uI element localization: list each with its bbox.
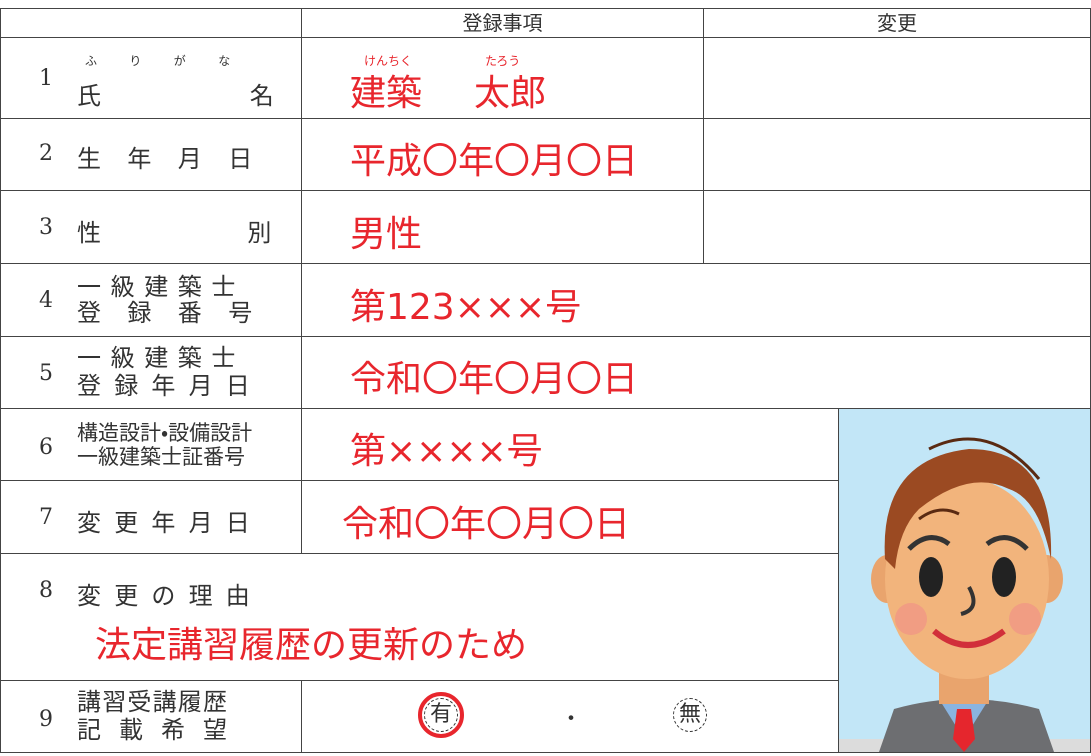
label-cell: 9 講習受講履歴 記載希望 [0,680,302,753]
label: 性別 [77,219,418,247]
value-cell: けんちく たろう 建築 太郎 [301,37,704,119]
label-line: 記載希望 [77,716,245,744]
row-number: 5 [39,361,53,386]
option: 無 [673,698,707,732]
furigana: ふりがな [85,54,263,68]
value-ruby: けんちく [364,54,413,68]
value-cell: 第123×××号 [301,263,1091,337]
row-number: 9 [39,707,53,732]
header-change: 変更 [703,8,1091,38]
label: 氏名 [77,82,423,110]
value-cell: 男性 [301,190,704,264]
value: 男性 [350,214,423,255]
value: 令和〇年〇月〇日 [350,359,639,400]
value: 建築 [350,73,423,114]
label-line: 一級建築士 [77,344,245,372]
value: 太郎 [474,73,547,114]
label-cell: 2 生年月日 [0,118,302,191]
label-line: 講習受講履歴 [77,688,229,716]
photo-frame [838,408,1091,753]
change-cell [703,190,1091,264]
value: 平成〇年〇月〇日 [350,141,639,182]
label-line: 登録年月日 [77,372,263,400]
label-line: 登録番号 [77,299,279,327]
row-number: 4 [39,288,53,313]
label: 変更の理由 [77,582,263,610]
label-cell: 7 変更年月日 [0,480,302,554]
label: 生年月日 [77,145,279,173]
options-cell: 有 ・ 無 [301,680,839,753]
value-cell: 第××××号 [301,408,839,481]
label-cell: 4 一級建築士 登録番号 [0,263,302,337]
header-blank [0,8,302,38]
row-number: 1 [39,66,53,91]
label: 変更年月日 [77,509,263,537]
separator: ・ [560,707,583,732]
value-cell: 令和〇年〇月〇日 [301,480,839,554]
value-cell: 令和〇年〇月〇日 [301,336,1091,409]
row-number: 8 [39,578,53,603]
label-cell: 3 性別 [0,190,302,264]
row-number: 3 [39,215,53,240]
label-line: 一級建築士 [77,273,245,301]
option: 有 [424,698,458,732]
label-cell: 5 一級建築士 登録年月日 [0,336,302,409]
value: 法定講習履歴の更新のため [95,625,528,666]
change-cell [703,37,1091,119]
header-registered: 登録事項 [301,8,704,38]
reason-cell: 8 変更の理由 法定講習履歴の更新のため [0,553,839,681]
change-cell [703,118,1091,191]
label-line: 一級建築士証番号 [77,445,245,469]
value: 令和〇年〇月〇日 [342,504,631,545]
label-cell: 6 構造設計・設備設計 一級建築士証番号 [0,408,302,481]
value-ruby: たろう [485,54,521,68]
photo [839,409,1090,752]
row-number: 6 [39,435,53,460]
value: 第123×××号 [350,287,582,328]
label-cell: 1 ふりがな 氏名 [0,37,302,119]
value-cell: 平成〇年〇月〇日 [301,118,704,191]
selected-ring [418,692,464,738]
label-line: 構造設計・設備設計 [77,421,253,445]
row-number: 2 [39,141,53,166]
value: 第××××号 [350,431,543,472]
row-number: 7 [39,505,53,530]
